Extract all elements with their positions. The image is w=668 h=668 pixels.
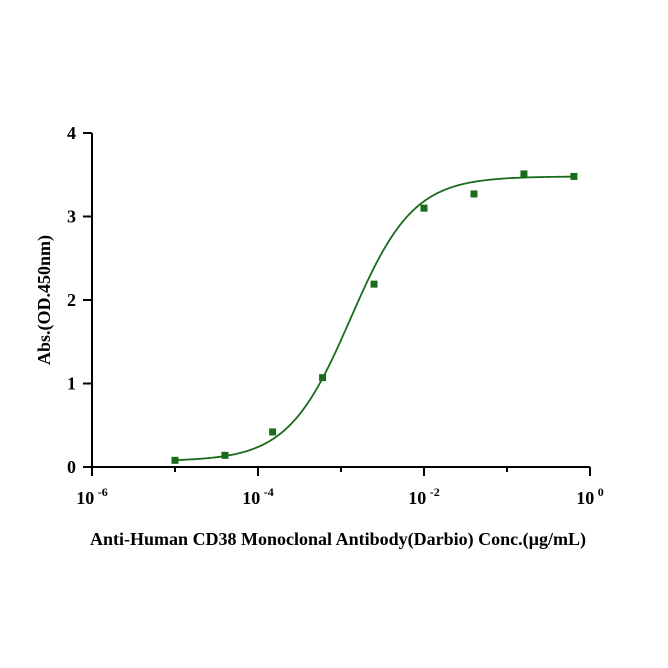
data-point xyxy=(171,456,179,464)
data-point xyxy=(570,172,578,180)
x-tick-label: 10 -2 xyxy=(408,485,440,508)
y-tick-label: 0 xyxy=(67,457,76,477)
x-tick-label: 10 0 xyxy=(576,485,604,508)
x-tick-label: 10 -4 xyxy=(242,485,274,508)
x-tick-label: 10 -6 xyxy=(76,485,108,508)
data-point xyxy=(470,190,478,198)
data-point xyxy=(370,280,378,288)
y-tick-label: 3 xyxy=(67,207,76,227)
data-points xyxy=(171,170,578,464)
y-axis-title: Abs.(OD.450nm) xyxy=(34,235,55,365)
axes: 0 1 2 3 4 10 -6 10 -4 10 -2 10 0 xyxy=(67,123,604,508)
y-tick-label: 1 xyxy=(67,374,76,394)
fit-curve xyxy=(174,175,574,461)
data-point xyxy=(420,204,428,212)
data-point xyxy=(269,428,277,436)
data-point xyxy=(520,170,528,178)
fit-curve-group xyxy=(174,175,574,461)
x-axis-title: Anti-Human CD38 Monoclonal Antibody(Darb… xyxy=(90,529,586,550)
y-tick-label: 2 xyxy=(67,290,76,310)
y-tick-label: 4 xyxy=(67,123,76,143)
data-point xyxy=(319,374,327,382)
data-point xyxy=(221,451,229,459)
